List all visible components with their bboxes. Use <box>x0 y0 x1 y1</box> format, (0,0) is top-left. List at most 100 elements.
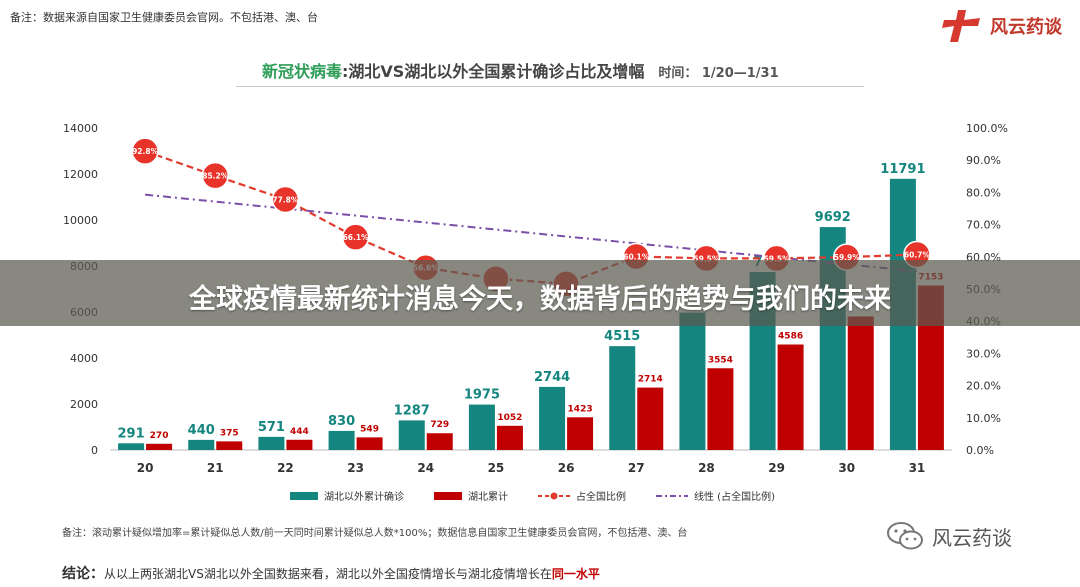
watermark-text: 风云药谈 <box>932 525 1012 550</box>
data-label-hubei: 1423 <box>568 404 593 414</box>
bar-hubei <box>637 387 664 450</box>
logo-text: 风云药谈 <box>990 17 1062 38</box>
ratio-point-label: 85.2% <box>202 172 229 181</box>
x-tick-label: 30 <box>838 461 855 475</box>
y2-tick-label: 30.0% <box>966 347 1001 360</box>
x-tick-label: 29 <box>768 461 785 475</box>
conclusion-highlight: 同一水平 <box>551 567 600 581</box>
bar-outside-hubei <box>679 312 706 450</box>
bar-hubei <box>356 437 383 450</box>
bar-hubei <box>847 316 874 450</box>
data-label-hubei: 729 <box>430 420 449 430</box>
x-tick-label: 27 <box>628 461 645 475</box>
y-tick-label: 12000 <box>63 168 98 181</box>
legend-label-trend: 线性 (占全国比例) <box>694 492 775 503</box>
bar-hubei <box>496 425 523 450</box>
bar-hubei <box>146 443 173 450</box>
bar-hubei <box>426 433 453 450</box>
ratio-point-label: 66.1% <box>343 233 370 242</box>
ratio-point <box>131 137 159 165</box>
data-label-outside-hubei: 291 <box>118 426 145 441</box>
title-part2: :湖北VS湖北以外全国累计确诊占比及增幅 <box>342 62 645 81</box>
trend-line <box>144 193 918 273</box>
watermark: 风云药谈 <box>886 520 1012 552</box>
ratio-point-label: 59.5% <box>764 254 791 263</box>
legend-item-line: 占全国比例 <box>538 488 626 503</box>
bar-outside-hubei <box>328 430 355 450</box>
legend-item-trend: 线性 (占全国比例) <box>656 488 775 503</box>
x-tick-label: 23 <box>347 461 364 475</box>
title-part1: 新冠状病毒 <box>262 62 343 81</box>
brand-logo: 风云药谈 <box>940 8 1062 44</box>
title-divider <box>236 86 864 87</box>
bottom-note: 备注：滚动累计疑似增加率=累计疑似总人数/前一天同时间累计疑似总人数*100%；… <box>62 528 688 539</box>
data-label-outside-hubei: 440 <box>188 423 215 438</box>
y2-tick-label: 70.0% <box>966 219 1001 232</box>
legend-label-teal: 湖北以外累计确诊 <box>324 492 404 503</box>
y2-tick-label: 10.0% <box>966 412 1001 425</box>
data-label-outside-hubei: 11791 <box>880 162 925 177</box>
data-label-outside-hubei: 9692 <box>815 210 851 225</box>
data-label-hubei: 1052 <box>497 413 522 423</box>
conclusion-text: 从以上两张湖北VS湖北以外全国数据来看，湖北以外全国疫情增长与湖北疫情增长在 <box>104 567 552 581</box>
data-label-outside-hubei: 4515 <box>604 329 640 344</box>
data-label-hubei: 270 <box>150 431 169 441</box>
data-label-hubei: 375 <box>220 428 239 438</box>
x-tick-label: 20 <box>137 461 154 475</box>
conclusion-label: 结论： <box>62 566 104 582</box>
data-label-outside-hubei: 571 <box>258 420 285 435</box>
x-tick-label: 24 <box>417 461 434 475</box>
y-tick-label: 2000 <box>70 398 98 411</box>
ratio-point-label: 60.7% <box>904 251 931 260</box>
x-tick-label: 21 <box>207 461 224 475</box>
x-tick-label: 28 <box>698 461 715 475</box>
ratio-point-label: 60.1% <box>623 252 650 261</box>
title-time: 时间： 1/20—1/31 <box>658 66 779 81</box>
x-tick-label: 31 <box>909 461 926 475</box>
wechat-icon <box>887 522 923 550</box>
data-label-outside-hubei: 1287 <box>394 403 430 418</box>
data-label-hubei: 549 <box>360 424 379 434</box>
ratio-point <box>201 161 229 190</box>
legend-swatch-red <box>434 491 462 500</box>
bar-outside-hubei <box>188 439 215 450</box>
y2-tick-label: 100.0% <box>966 122 1008 135</box>
x-tick-label: 26 <box>558 461 575 475</box>
ratio-point <box>341 223 370 251</box>
bar-outside-hubei <box>609 346 636 450</box>
data-label-outside-hubei: 1975 <box>464 388 500 403</box>
legend-swatch-line <box>538 492 570 499</box>
legend-label-red: 湖北累计 <box>468 492 508 503</box>
bar-hubei <box>286 439 313 450</box>
legend-item-teal: 湖北以外累计确诊 <box>290 488 404 503</box>
bar-outside-hubei <box>398 420 425 450</box>
data-label-hubei: 444 <box>290 427 309 437</box>
bar-outside-hubei <box>539 386 566 450</box>
data-label-hubei: 2714 <box>638 375 663 385</box>
ratio-point-label: 77.8% <box>272 195 299 204</box>
banner-overlay <box>0 260 1080 326</box>
chart-title: 新冠状病毒:湖北VS湖北以外全国累计确诊占比及增幅 时间： 1/20—1/31 <box>262 58 779 82</box>
data-label-outside-hubei: 2744 <box>534 370 570 385</box>
bar-outside-hubei <box>118 443 145 450</box>
ratio-point-label: 92.8% <box>132 147 159 156</box>
ratio-point <box>271 185 300 214</box>
x-tick-label: 22 <box>277 461 294 475</box>
bar-hubei <box>567 417 594 450</box>
y2-tick-label: 20.0% <box>966 380 1001 393</box>
ratio-point-label: 59.9% <box>834 253 861 262</box>
data-label-outside-hubei: 830 <box>328 414 355 429</box>
y-tick-label: 14000 <box>63 122 98 135</box>
bar-outside-hubei <box>468 404 495 450</box>
data-label-hubei: 3554 <box>708 355 733 365</box>
bar-hubei <box>707 368 734 450</box>
y2-tick-label: 80.0% <box>966 186 1001 199</box>
conclusion: 结论：从以上两张湖北VS湖北以外全国数据来看，湖北以外全国疫情增长与湖北疫情增长… <box>62 563 600 583</box>
bar-hubei <box>216 441 243 450</box>
x-tick-label: 25 <box>488 461 505 475</box>
banner-headline: 全球疫情最新统计消息今天，数据背后的趋势与我们的未来 <box>189 284 891 315</box>
red-cross-logo-icon <box>942 10 980 42</box>
legend-item-red: 湖北累计 <box>434 488 508 503</box>
ratio-point-label: 59.5% <box>693 254 720 263</box>
y2-tick-label: 0.0% <box>966 444 994 457</box>
